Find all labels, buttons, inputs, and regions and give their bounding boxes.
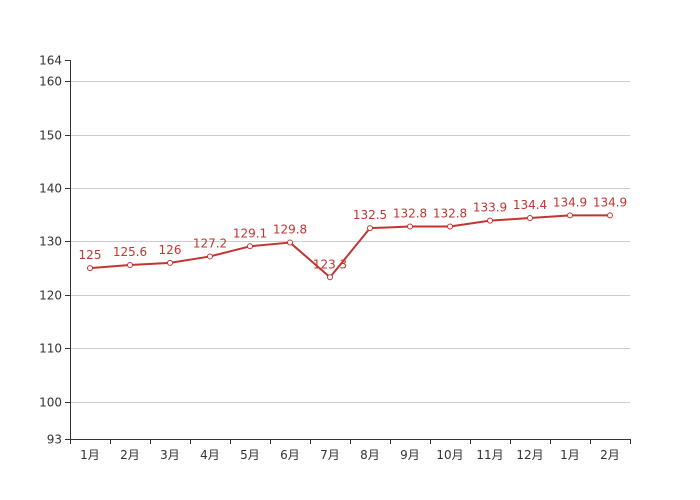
series-layer [87, 212, 613, 281]
y-tick-label: 93 [47, 433, 62, 447]
data-label: 125 [79, 248, 102, 262]
grid-layer [70, 81, 630, 403]
data-point [247, 243, 253, 250]
data-label: 127.2 [193, 236, 227, 250]
x-tick-label: 4月 [200, 448, 220, 462]
data-label: 132.8 [393, 207, 427, 221]
data-point [287, 239, 293, 246]
data-point [527, 215, 533, 222]
y-tick-label: 150 [39, 129, 62, 143]
label-layer: 125 125.6 126 127.2 129.1 129.8 123.3 132.5 132.… [79, 195, 628, 271]
x-tick-label: 1月 [560, 448, 580, 462]
x-tick-label: 8月 [360, 448, 380, 462]
data-label: 133.9 [473, 201, 507, 215]
data-label: 126 [159, 243, 182, 257]
data-point [367, 225, 373, 232]
data-point [327, 274, 333, 281]
x-tick-label: 6月 [280, 448, 300, 462]
data-point [127, 261, 133, 268]
x-tick-label: 7月 [320, 448, 340, 462]
data-point [87, 265, 93, 272]
y-tick-label: 160 [39, 75, 62, 89]
y-tick-label: 100 [39, 396, 62, 410]
data-point [407, 223, 413, 230]
x-tick-label: 3月 [160, 448, 180, 462]
data-label: 129.1 [233, 226, 267, 240]
x-tick-label: 1月 [80, 448, 100, 462]
y-tick-label: 140 [39, 182, 62, 196]
y-tick-label: 130 [39, 235, 62, 249]
x-tick-label: 5月 [240, 448, 260, 462]
data-label: 134.9 [593, 195, 627, 209]
data-point [567, 212, 573, 219]
data-label: 132.5 [353, 208, 387, 222]
x-tick-label: 2月 [120, 448, 140, 462]
series-line [89, 214, 610, 279]
y-tick-label: 110 [39, 342, 62, 356]
data-point [167, 259, 173, 266]
data-point [607, 212, 613, 219]
data-label: 123.3 [313, 257, 347, 271]
data-label: 129.8 [273, 223, 307, 237]
data-point [487, 217, 493, 224]
data-label: 134.4 [513, 198, 547, 212]
y-tick-label: 164 [39, 54, 62, 68]
x-tick-label: 12月 [516, 448, 543, 462]
x-tick-label: 2月 [600, 448, 620, 462]
data-point [207, 253, 213, 260]
data-label: 134.9 [553, 195, 587, 209]
x-tick-label: 10月 [436, 448, 463, 462]
data-point [447, 223, 453, 230]
x-tick-label: 11月 [476, 448, 503, 462]
y-tick-label: 120 [39, 289, 62, 303]
data-label: 125.6 [113, 245, 147, 259]
data-label: 132.8 [433, 207, 467, 221]
x-tick-label: 9月 [400, 448, 420, 462]
axis-layer: 93 100 110 120 130 140 150 160 164 1月 2月 3月 4月 5月 6月 7月… [39, 54, 631, 462]
